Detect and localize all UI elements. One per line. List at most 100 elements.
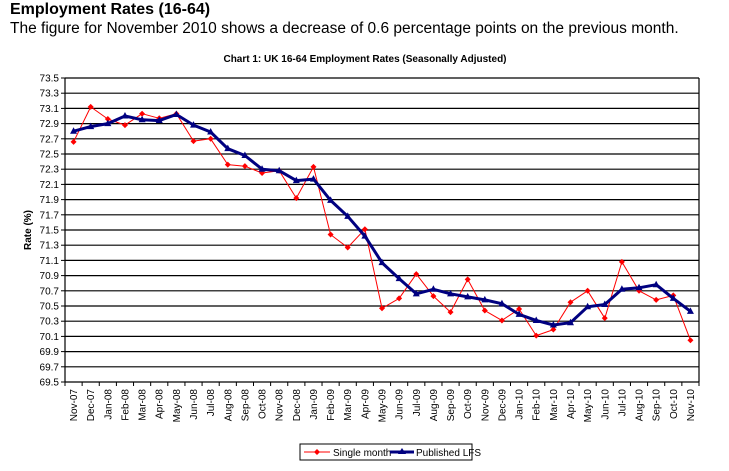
y-tick-label: 71.9 [40, 195, 60, 206]
data-point [327, 196, 335, 203]
data-point [309, 175, 317, 182]
data-point [413, 271, 420, 278]
data-point [104, 119, 112, 127]
data-point [258, 165, 266, 172]
x-tick-label: Jan-09 [309, 389, 320, 420]
legend-marker-published-lfs [398, 448, 406, 454]
x-tick-label: Jan-08 [103, 389, 114, 420]
data-point [396, 295, 403, 302]
y-tick-label: 70.7 [40, 286, 60, 297]
data-point [687, 337, 694, 344]
x-tick-label: Nov-09 [480, 389, 491, 422]
data-point [429, 285, 437, 292]
y-tick-label: 69.5 [40, 378, 60, 389]
data-point [207, 127, 215, 135]
data-point [498, 299, 506, 307]
y-tick-label: 73.1 [40, 104, 60, 115]
data-point [447, 309, 454, 316]
x-tick-label: Sep-10 [652, 389, 663, 422]
x-tick-label: Nov-08 [275, 389, 286, 422]
legend: Single month Published LFS [299, 443, 481, 461]
x-tick-label: Feb-08 [120, 389, 131, 421]
data-point [584, 287, 591, 294]
series-published-lfs [70, 110, 694, 328]
y-tick-label: 71.5 [40, 226, 60, 237]
y-tick-label: 71.1 [40, 256, 60, 267]
x-tick-label: Feb-10 [532, 389, 543, 421]
y-tick-label: 69.7 [40, 362, 60, 373]
data-point [224, 161, 231, 168]
legend-label-published-lfs: Published LFS [416, 448, 481, 459]
data-point [498, 317, 505, 324]
data-point [567, 299, 574, 306]
x-tick-label: Aug-09 [429, 389, 440, 422]
data-point [635, 283, 643, 291]
data-point [292, 176, 300, 184]
y-tick-label: 72.1 [40, 180, 60, 191]
x-tick-label: Jul-10 [617, 389, 628, 417]
data-point [447, 289, 455, 297]
x-tick-label: Jun-08 [189, 389, 200, 420]
y-tick-label: 73.3 [40, 89, 60, 100]
data-point [516, 306, 523, 313]
data-point [464, 276, 471, 283]
y-tick-label: 72.5 [40, 150, 60, 161]
data-point [207, 135, 214, 142]
data-point [241, 163, 248, 170]
x-tick-label: Nov-07 [69, 389, 80, 422]
x-tick-label: Sep-08 [240, 389, 251, 422]
data-point [549, 321, 557, 328]
data-point [224, 144, 232, 152]
x-tick-label: May-09 [378, 389, 389, 423]
series-single-month [70, 103, 694, 344]
x-tick-label: Mar-09 [343, 389, 354, 421]
y-axis-label: Rate (%) [23, 210, 34, 250]
data-point [686, 307, 694, 314]
series-line [73, 113, 692, 327]
series-layer [70, 103, 694, 344]
data-point [652, 280, 660, 288]
x-tick-label: Oct-10 [669, 389, 680, 419]
data-point [275, 166, 283, 174]
data-point [241, 151, 249, 159]
page-subtitle: The figure for November 2010 shows a dec… [10, 20, 679, 37]
data-point [87, 122, 95, 130]
chart-title: Chart 1: UK 16-64 Employment Rates (Seas… [223, 54, 506, 65]
x-tick-label: Dec-08 [292, 389, 303, 422]
x-tick-label: May-08 [172, 389, 183, 423]
page-heading: Employment Rates (16-64) [10, 1, 211, 18]
data-point [532, 316, 540, 323]
data-point [293, 195, 300, 202]
y-tick-label: 72.9 [40, 119, 60, 130]
x-tick-label: Mar-10 [549, 389, 560, 421]
x-tick-label: Jul-08 [206, 389, 217, 417]
data-point [379, 305, 385, 312]
x-tick-label: Apr-09 [360, 389, 371, 419]
x-tick-label: Mar-08 [138, 389, 149, 421]
data-point [139, 110, 146, 117]
data-point [618, 258, 625, 265]
x-tick-label: Oct-09 [463, 389, 474, 419]
x-tick-label: Feb-09 [326, 389, 337, 421]
y-tick-label: 70.5 [40, 302, 60, 313]
data-point [584, 302, 592, 310]
data-point [601, 300, 609, 307]
data-point [430, 293, 437, 300]
data-point [361, 226, 368, 233]
data-point [344, 212, 352, 219]
data-point [464, 292, 472, 300]
data-point [412, 289, 420, 297]
data-point [190, 121, 198, 128]
data-point [190, 138, 197, 145]
y-axis-ticks: 73.5 73.3 73.1 72.9 72.7 72.5 72.3 72.1 71.9 71.7… [40, 74, 65, 389]
data-point [566, 318, 574, 326]
x-tick-label: Jan-10 [515, 389, 526, 420]
y-tick-label: 70.1 [40, 332, 60, 343]
y-tick-label: 72.7 [40, 134, 60, 145]
data-point [669, 294, 677, 301]
y-tick-label: 71.3 [40, 241, 60, 252]
y-tick-label: 72.3 [40, 165, 60, 176]
data-point [121, 122, 128, 129]
data-point [533, 332, 540, 339]
data-point [104, 116, 111, 123]
